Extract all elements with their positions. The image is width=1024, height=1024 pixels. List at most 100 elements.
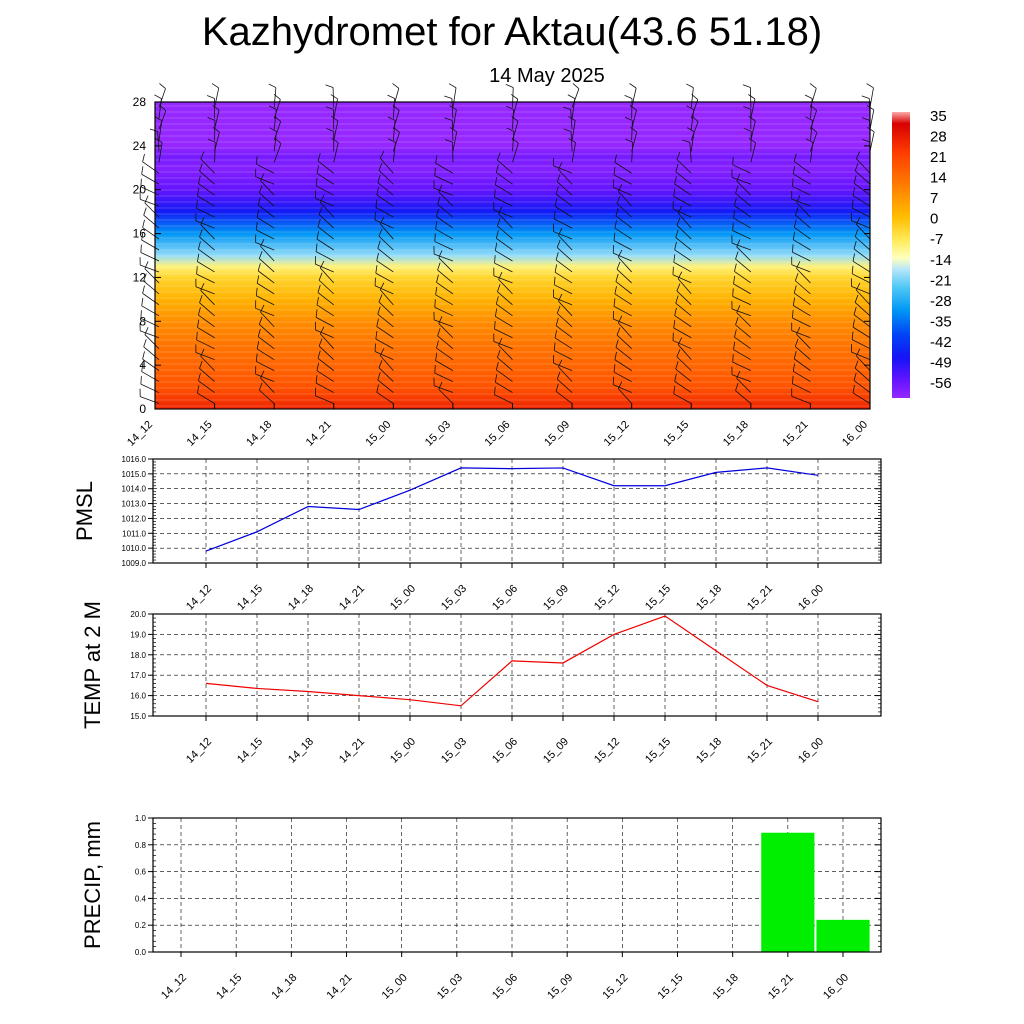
wind-barb-shaft: [316, 238, 334, 251]
wind-barb-shaft: [854, 236, 871, 251]
wind-barb-flag: [388, 138, 396, 143]
wind-barb-flag: [613, 298, 616, 307]
wind-barb-flag: [735, 382, 739, 391]
wind-barb-flag: [143, 207, 147, 216]
wind-barb-shaft: [375, 272, 394, 284]
x-tick-label: 15_06: [483, 419, 513, 449]
wind-barb-flag: [434, 365, 436, 374]
x-tick-label: 15_12: [602, 419, 632, 449]
wind-barb-shaft: [392, 88, 400, 108]
wind-barb-shaft: [494, 197, 513, 207]
wind-barb-shaft: [140, 383, 160, 393]
x-tick-label: 14_21: [337, 736, 367, 766]
wind-barb-shaft: [794, 226, 811, 240]
wind-barb-flag: [796, 326, 801, 335]
wind-barb-shaft: [735, 390, 752, 404]
wind-barb-flag: [735, 317, 739, 326]
wind-barb-shaft: [199, 302, 215, 317]
wind-barb-shaft: [200, 290, 215, 306]
wind-barb-flag: [144, 261, 149, 269]
wind-barb-flag: [676, 349, 681, 357]
wind-barb-flag: [140, 376, 142, 385]
wind-barb-shaft: [512, 131, 515, 152]
wind-barb-shaft: [851, 351, 871, 361]
wind-barb-flag: [444, 117, 453, 121]
y-tick-label: 1012.0: [122, 514, 147, 523]
wind-barb-shaft: [316, 173, 334, 185]
wind-barb-flag: [616, 261, 621, 270]
wind-barb-flag: [142, 153, 145, 162]
wind-barb-shaft: [158, 110, 167, 130]
colorbar-label: 14: [930, 170, 947, 187]
wind-barb-flag: [855, 151, 861, 159]
x-tick-label: 14_21: [337, 583, 367, 613]
wind-barb-shaft: [142, 358, 160, 371]
wind-barb-flag: [200, 217, 205, 225]
wind-barb-shaft: [732, 361, 752, 371]
wind-barb-flag: [377, 306, 381, 315]
wind-barb-shaft: [791, 198, 811, 207]
wind-barb-flag: [734, 263, 737, 272]
wind-barb-flag: [141, 363, 144, 372]
wind-barb-shaft: [438, 389, 454, 404]
wind-barb-shaft: [631, 142, 634, 163]
wind-barb-flag: [793, 285, 797, 294]
wind-barb-shaft: [257, 204, 275, 218]
wind-barb-flag: [615, 339, 619, 348]
x-tick-label: 14_21: [325, 972, 355, 1002]
wind-barb-flag: [851, 265, 854, 274]
wind-barb-flag: [326, 128, 334, 132]
wind-barb-flag: [562, 106, 571, 110]
x-tick-label: 15_12: [592, 736, 622, 766]
wind-barb-shaft: [198, 380, 215, 393]
wind-barb-flag: [449, 105, 457, 111]
wind-barb-shaft: [259, 324, 275, 339]
wind-barb-shaft: [616, 268, 632, 284]
wind-barb-flag: [376, 252, 379, 261]
wind-barb-shaft: [617, 388, 632, 404]
wind-barb-shaft: [675, 237, 692, 251]
wind-barb-shaft: [200, 158, 215, 174]
wind-barb-flag: [155, 138, 163, 143]
wind-barb-shaft: [493, 275, 513, 284]
x-tick-label: 15_00: [388, 583, 418, 613]
wind-barb-shaft: [690, 87, 694, 108]
wind-barb-flag: [675, 295, 679, 304]
wind-barb-flag: [686, 127, 695, 132]
wind-barb-shaft: [735, 192, 752, 207]
wind-barb-shaft: [320, 201, 335, 218]
wind-barb-shaft: [318, 214, 335, 229]
x-tick-label: 15_18: [711, 972, 741, 1002]
wind-barb-flag: [316, 296, 319, 305]
wind-barb-flag: [498, 337, 503, 346]
wind-barb-shaft: [736, 180, 752, 196]
wind-barb-shaft: [616, 203, 632, 218]
wind-barb-flag: [497, 349, 501, 358]
wind-barb-shaft: [494, 394, 513, 404]
wind-barb-shaft: [854, 170, 871, 185]
wind-barb-flag: [494, 176, 498, 185]
wind-barb-shaft: [376, 194, 394, 207]
wind-barb-shaft: [452, 109, 457, 130]
wind-barb-shaft: [438, 323, 454, 339]
wind-barb-shaft: [677, 212, 692, 229]
wind-barb-flag: [197, 253, 200, 262]
wind-barb-shaft: [615, 347, 632, 360]
wind-barb-flag: [375, 331, 378, 340]
y-tick-label: 0.4: [135, 894, 147, 903]
wind-barb-flag: [200, 348, 205, 357]
wind-barb-flag: [378, 228, 383, 237]
wind-barb-shaft: [496, 303, 513, 317]
wind-barb-flag: [556, 371, 561, 380]
wind-barb-shaft: [158, 142, 163, 163]
wind-barb-shaft: [256, 282, 275, 295]
wind-barb-shaft: [675, 171, 692, 185]
x-tick-label: 14_12: [125, 419, 155, 449]
wind-barb-flag: [630, 126, 638, 133]
wind-barb-flag: [258, 185, 263, 193]
wind-barb-shaft: [255, 242, 275, 251]
wind-barb-shaft: [673, 393, 692, 404]
wind-barb-shaft: [140, 264, 160, 273]
wind-barb-flag: [556, 305, 561, 314]
wind-barb-flag: [154, 116, 162, 121]
